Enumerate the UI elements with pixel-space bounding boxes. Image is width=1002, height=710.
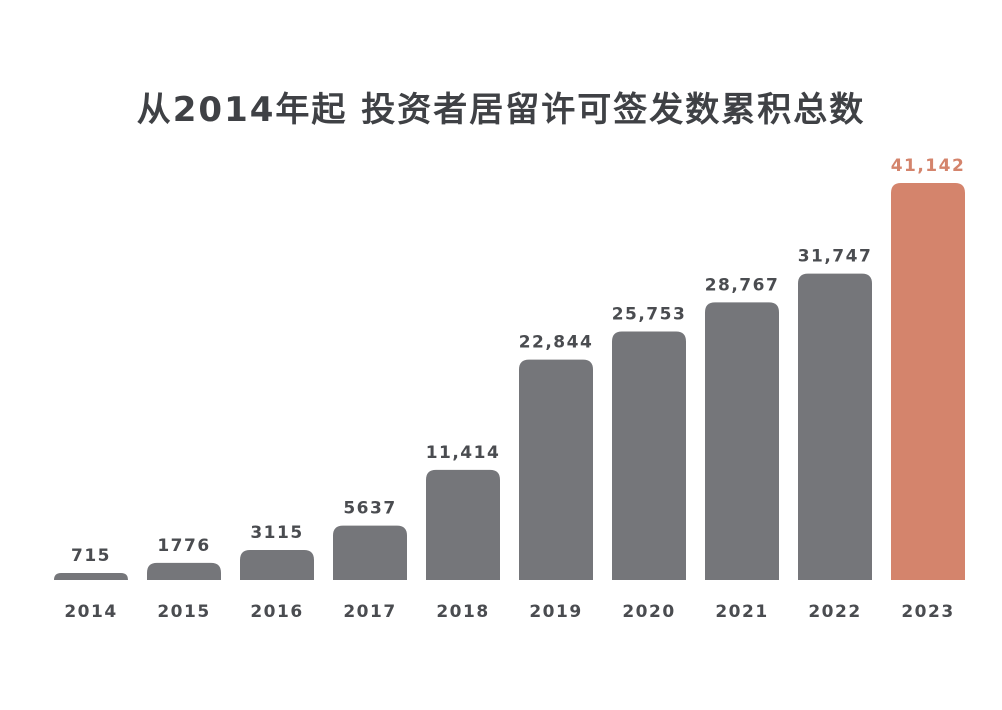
x-tick-label-2015: 2015	[157, 602, 210, 622]
x-tick-label-2023: 2023	[901, 602, 954, 622]
x-tick-label-2020: 2020	[622, 602, 675, 622]
x-tick-label-2021: 2021	[715, 602, 768, 622]
value-label-2020: 25,753	[612, 304, 687, 324]
x-tick-label-2018: 2018	[436, 602, 489, 622]
value-label-2019: 22,844	[519, 333, 594, 353]
x-axis-ticks: 2014 2015 2016 2017 2018 2019 2020 2021 2022 2023	[64, 602, 954, 622]
value-label-2018: 11,414	[426, 443, 501, 463]
value-label-2015: 1776	[157, 536, 210, 556]
bar-2021	[705, 302, 779, 580]
x-tick-label-2022: 2022	[808, 602, 861, 622]
x-tick-label-2017: 2017	[343, 602, 396, 622]
bar-2023	[891, 183, 965, 580]
value-labels-layer: 715 1776 3115 5637 11,414 22,844 25,753 28,767 3…	[71, 156, 966, 566]
x-tick-label-2019: 2019	[529, 602, 582, 622]
bar-2016	[240, 549, 314, 580]
bar-2018	[426, 469, 500, 580]
chart-title: 从2014年起 投资者居留许可签发数累积总数	[136, 90, 866, 130]
value-label-2016: 3115	[250, 523, 303, 543]
x-tick-label-2016: 2016	[250, 602, 303, 622]
bar-2014	[54, 573, 128, 580]
bar-2020	[612, 331, 686, 580]
bar-2017	[333, 525, 407, 580]
value-label-2021: 28,767	[705, 275, 780, 295]
bar-2019	[519, 359, 593, 580]
value-label-2017: 5637	[343, 499, 396, 519]
x-tick-label-2014: 2014	[64, 602, 117, 622]
bar-2022	[798, 273, 872, 580]
bars-layer	[54, 183, 965, 580]
bar-2015	[147, 562, 221, 580]
value-label-2022: 31,747	[798, 247, 873, 267]
value-label-2014: 715	[71, 546, 111, 566]
value-label-2023: 41,142	[891, 156, 966, 176]
